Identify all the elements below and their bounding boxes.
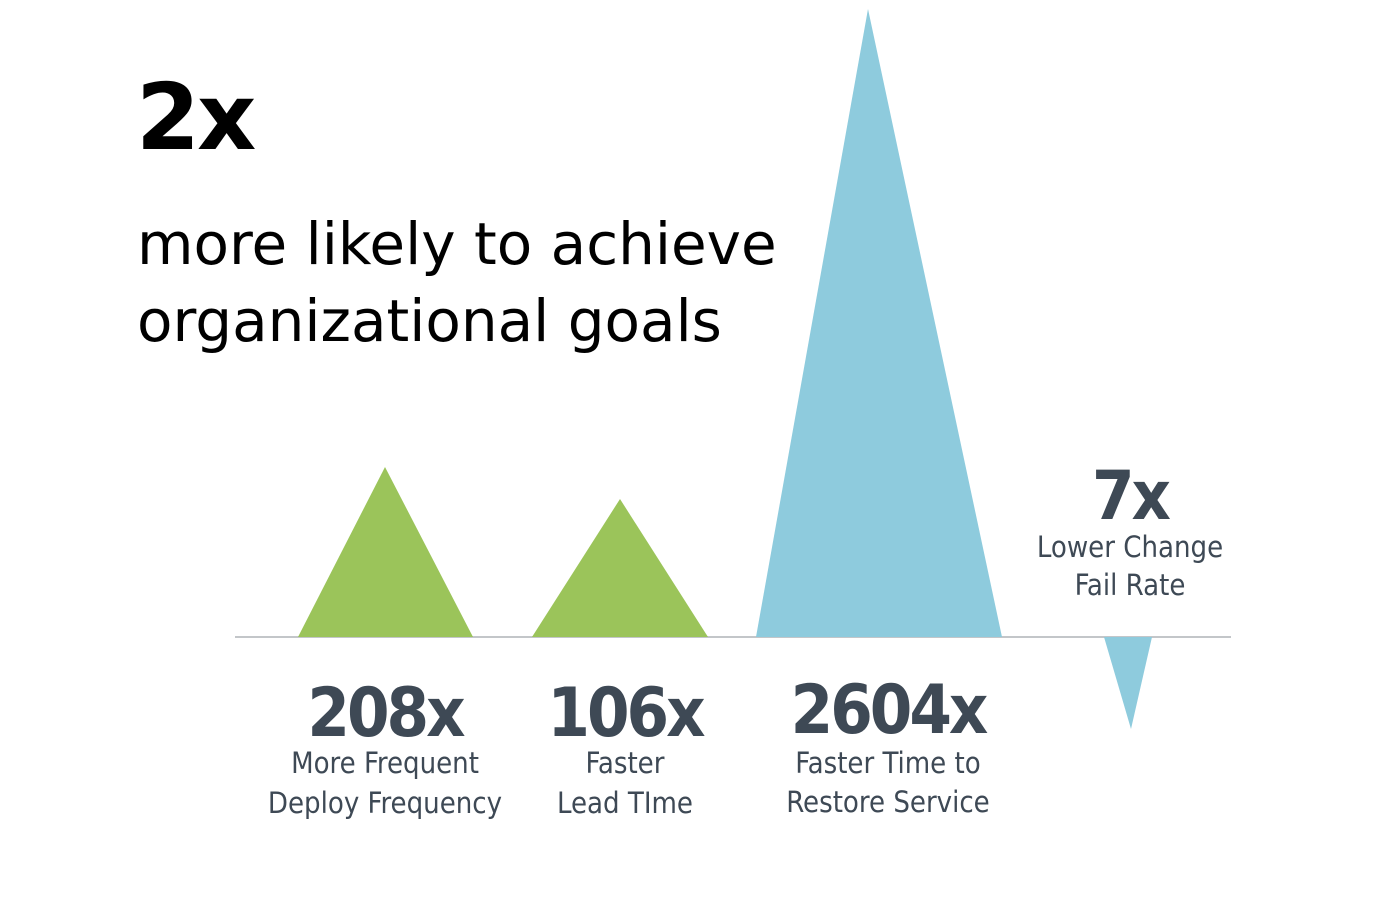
headline-subtitle-line-2: organizational goals [137, 287, 722, 355]
chart-category-label-4-line-1: Lower Change [1037, 530, 1223, 564]
chart-category-label-3-line-1: Faster Time to [795, 746, 980, 780]
headline-value: 2x [136, 64, 256, 171]
chart-category-label-1-line-1: More Frequent [291, 746, 479, 780]
headline-subtitle: more likely to achieve organizational go… [137, 206, 857, 360]
headline-subtitle-line-1: more likely to achieve [137, 210, 777, 278]
chart-category-label-2-line-2: Lead TIme [557, 786, 693, 820]
chart-value-label-2: 106x [547, 674, 705, 753]
chart-value-label-3: 2604x [791, 671, 988, 750]
chart-peak-3 [756, 9, 1002, 637]
chart-value-label-1: 208x [307, 674, 465, 753]
chart-value-label-4: 7x [1092, 457, 1171, 536]
chart-peak-2 [532, 499, 708, 637]
chart-category-label-4-line-2: Fail Rate [1075, 568, 1186, 602]
chart-category-label-1-line-2: Deploy Frequency [268, 786, 502, 820]
chart-category-label-2-line-1: Faster [586, 746, 665, 780]
chart-category-label-3-line-2: Restore Service [786, 785, 990, 819]
chart-peak-1 [298, 467, 473, 637]
chart-peak-4 [1104, 637, 1152, 729]
